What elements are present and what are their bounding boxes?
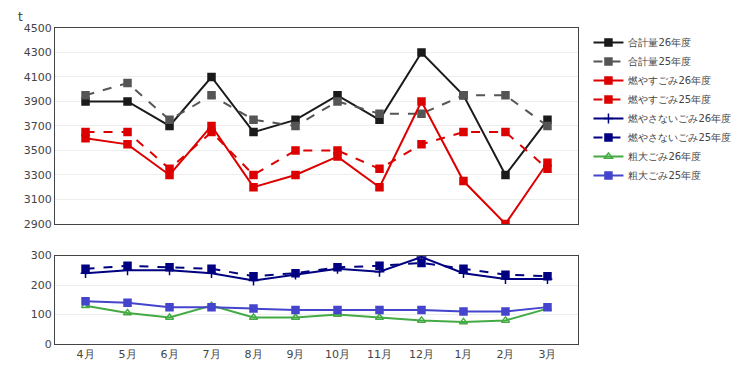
svg-text:2900: 2900 [24,218,52,231]
svg-text:燃やすごみ25年度: 燃やすごみ25年度 [628,94,711,105]
svg-text:3900: 3900 [24,95,52,108]
svg-text:粗大ごみ26年度: 粗大ごみ26年度 [628,151,701,162]
svg-text:6月: 6月 [161,348,179,361]
svg-text:3500: 3500 [24,144,52,157]
svg-text:9月: 9月 [287,348,305,361]
svg-text:3100: 3100 [24,193,52,206]
svg-text:4300: 4300 [24,46,52,59]
svg-text:合計量26年度: 合計量26年度 [628,37,691,48]
svg-text:粗大ごみ25年度: 粗大ごみ25年度 [628,170,701,181]
svg-text:4100: 4100 [24,71,52,84]
svg-text:燃やさないごみ26年度: 燃やさないごみ26年度 [628,113,731,124]
svg-text:3月: 3月 [538,348,556,361]
svg-text:5月: 5月 [119,348,137,361]
svg-text:4月: 4月 [77,348,95,361]
svg-text:0: 0 [45,338,52,351]
svg-text:100: 100 [31,308,52,321]
svg-text:200: 200 [31,279,52,292]
svg-text:燃やすごみ26年度: 燃やすごみ26年度 [628,75,711,86]
svg-text:11月: 11月 [367,348,392,361]
svg-text:3300: 3300 [24,169,52,182]
svg-text:3700: 3700 [24,120,52,133]
svg-text:300: 300 [31,249,52,262]
svg-text:7月: 7月 [203,348,221,361]
svg-text:10月: 10月 [325,348,350,361]
svg-text:8月: 8月 [245,348,263,361]
svg-text:t: t [18,10,23,24]
svg-text:4500: 4500 [24,22,52,35]
svg-text:燃やさないごみ25年度: 燃やさないごみ25年度 [628,132,731,143]
svg-text:合計量25年度: 合計量25年度 [628,56,691,67]
svg-text:1月: 1月 [454,348,472,361]
svg-text:2月: 2月 [496,348,514,361]
svg-text:12月: 12月 [409,348,434,361]
